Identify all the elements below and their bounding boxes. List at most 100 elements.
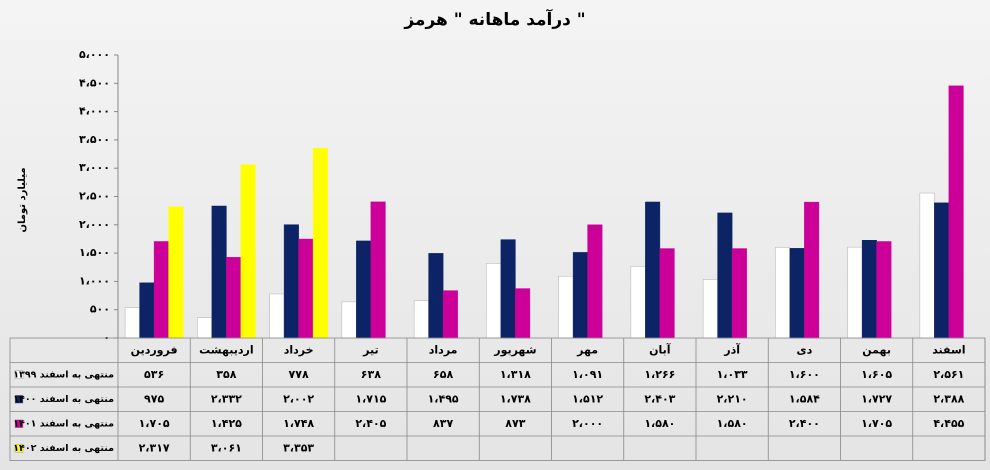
table-value: ۲،۴۰۵: [355, 417, 386, 430]
table-value: ۱،۰۹۱: [572, 368, 603, 381]
table-value: ۱،۳۱۸: [500, 368, 531, 381]
bar: [197, 317, 213, 339]
legend-key: [14, 444, 24, 453]
bar: [486, 263, 502, 339]
table-value: ۲،۴۰۰: [789, 417, 820, 430]
x-tick-label: دی: [797, 343, 813, 356]
bar: [789, 248, 805, 339]
legend-label: منتهی به اسفند ۱۴۰۲: [13, 443, 114, 454]
y-tick-label: ۵۰۰: [90, 303, 110, 316]
y-tick-label: ۵،۰۰۰: [79, 48, 110, 61]
bar: [630, 266, 646, 339]
bar: [804, 201, 820, 339]
bar: [645, 201, 661, 339]
legend-label: منتهی به اسفند ۱۳۹۹: [13, 369, 114, 380]
y-tick-label: ۳،۵۰۰: [79, 133, 110, 146]
legend-key: [14, 395, 24, 404]
x-tick-label: مرداد: [429, 343, 458, 356]
y-tick-label: ۳،۰۰۰: [79, 161, 110, 174]
table-value: ۵۳۶: [144, 368, 164, 381]
bar: [168, 206, 184, 339]
table-value: ۱،۵۱۲: [572, 392, 603, 405]
bar: [847, 246, 863, 339]
table-value: ۲،۰۰۲: [283, 392, 314, 405]
table-value: ۲،۴۰۳: [644, 392, 675, 405]
table-value: ۱،۵۸۰: [644, 417, 675, 430]
legend-key: [14, 419, 24, 428]
table-value: ۱،۴۲۵: [211, 417, 242, 430]
table-value: ۲،۳۸۸: [933, 392, 964, 405]
bar: [948, 85, 964, 339]
bar: [211, 205, 227, 339]
table-value: ۱،۲۶۶: [644, 368, 675, 381]
bar: [775, 247, 791, 339]
bar: [139, 282, 155, 339]
bar: [558, 275, 574, 339]
table-value: ۷۷۸: [289, 368, 309, 381]
bar: [659, 248, 675, 339]
table-value: ۱،۷۰۵: [139, 417, 170, 430]
bar: [717, 212, 733, 339]
bar: [442, 290, 458, 339]
y-tick-label: ۲،۵۰۰: [79, 190, 110, 203]
table-value: ۱،۶۰۰: [789, 368, 820, 381]
bar: [587, 224, 603, 339]
table-value: ۳،۰۶۱: [211, 441, 242, 454]
x-tick-label: مهر: [576, 343, 598, 356]
table-value: ۱،۷۲۷: [861, 392, 892, 405]
table-value: ۱،۵۸۰: [717, 417, 748, 430]
x-tick-label: اسفند: [932, 343, 965, 356]
table-value: ۱،۷۱۵: [355, 392, 386, 405]
bar: [500, 239, 516, 339]
bar: [370, 201, 386, 339]
bar: [240, 164, 256, 339]
table-value: ۸۳۷: [433, 417, 453, 430]
table-value: ۱،۵۸۴: [789, 392, 820, 405]
bar: [919, 192, 935, 339]
bar: [702, 279, 718, 339]
table-value: ۱،۷۳۸: [500, 392, 531, 405]
x-tick-label: شهریور: [493, 343, 536, 356]
bar: [356, 240, 372, 339]
table-value: ۶۳۸: [361, 368, 381, 381]
x-tick-label: فروردین: [131, 343, 178, 356]
table-value: ۱،۰۳۳: [717, 368, 748, 381]
table-value: ۱،۷۰۵: [861, 417, 892, 430]
bar: [572, 252, 588, 339]
y-tick-label: ۲،۰۰۰: [79, 218, 110, 231]
x-tick-label: آبان: [649, 342, 671, 356]
x-tick-label: آذر: [723, 342, 740, 356]
bar: [731, 248, 747, 339]
bar: [413, 300, 429, 339]
y-tick-label: ۱،۰۰۰: [79, 274, 110, 287]
table-value: ۲،۳۱۷: [139, 441, 170, 454]
table-value: ۹۷۵: [144, 392, 164, 405]
y-tick-label: ۱،۵۰۰: [79, 246, 110, 259]
table-value: ۸۷۳: [505, 417, 525, 430]
y-axis-title: میلیارد تومان: [17, 167, 28, 232]
legend-key: [14, 370, 24, 379]
legend-label: منتهی به اسفند ۱۴۰۰: [13, 394, 114, 405]
table-value: ۱،۶۰۵: [861, 368, 892, 381]
table-value: ۳،۳۵۳: [283, 441, 314, 454]
x-tick-label: بهمن: [862, 343, 891, 356]
bar: [341, 301, 357, 339]
bar: [876, 241, 892, 339]
table-value: ۴،۴۵۵: [933, 417, 964, 430]
table-value: ۲،۳۳۲: [211, 392, 242, 405]
legend-label: منتهی به اسفند ۱۴۰۱: [13, 418, 114, 429]
y-tick-label: ۰: [103, 331, 110, 344]
table-value: ۲،۰۰۰: [572, 417, 603, 430]
bar: [934, 202, 950, 339]
bar: [515, 288, 531, 339]
x-tick-label: خرداد: [284, 343, 314, 356]
y-tick-label: ۴،۰۰۰: [79, 105, 110, 118]
x-tick-label: تیر: [362, 343, 378, 356]
bar: [269, 293, 285, 339]
chart-title: درآمد ماهانه " هرمز ": [403, 8, 585, 30]
table-value: ۶۵۸: [433, 368, 453, 381]
bar: [153, 241, 169, 339]
bar: [226, 257, 242, 339]
